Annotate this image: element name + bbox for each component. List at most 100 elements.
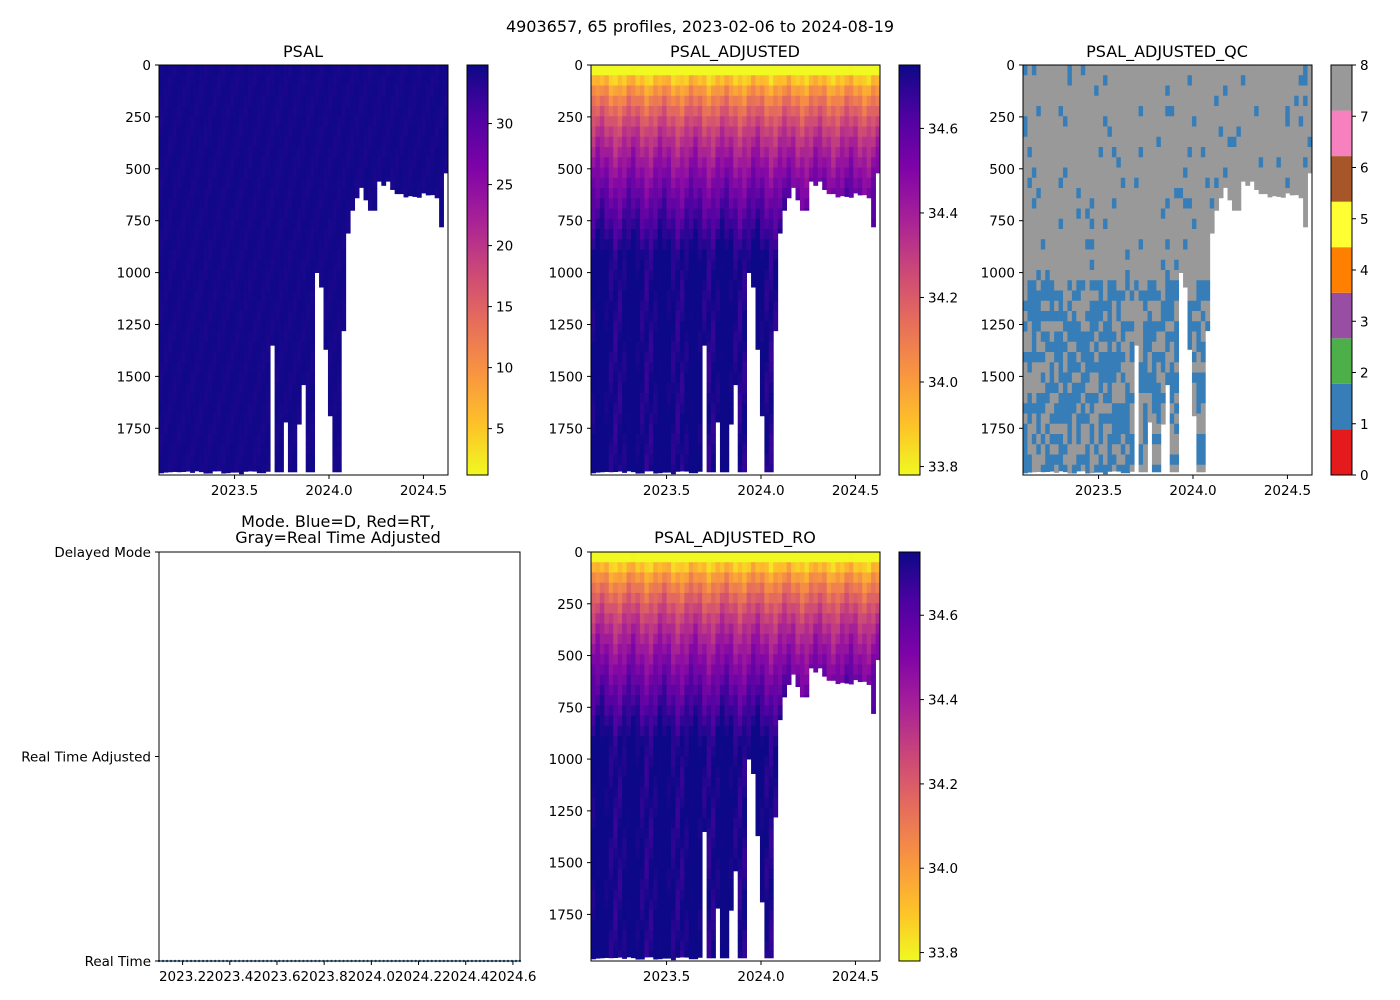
heatmap-cell <box>782 65 788 76</box>
heatmap-cell <box>715 147 721 158</box>
heatmap-cell <box>207 454 213 466</box>
heatmap-cell <box>599 403 605 414</box>
heatmap-cell <box>711 393 716 404</box>
heatmap-cell <box>662 331 667 343</box>
y-tick-label: 750 <box>557 214 583 230</box>
heatmap-cell <box>283 229 289 240</box>
heatmap-cell <box>354 95 360 107</box>
heatmap-cell <box>203 126 209 138</box>
heatmap-cell <box>702 147 707 158</box>
heatmap-cell <box>176 65 182 76</box>
heatmap-cell <box>746 147 752 158</box>
heatmap-cell <box>359 75 364 86</box>
heatmap-cell <box>203 331 209 343</box>
heatmap-cell <box>706 331 712 343</box>
heatmap-cell <box>1067 413 1073 425</box>
heatmap-cell <box>755 229 761 240</box>
heatmap-cell <box>822 188 828 190</box>
heatmap-cell <box>1120 106 1126 117</box>
heatmap-cell <box>862 65 868 76</box>
heatmap-cell <box>599 218 605 230</box>
heatmap-cell <box>1027 208 1033 220</box>
heatmap-cell <box>662 106 667 117</box>
heatmap-cell <box>746 85 752 97</box>
heatmap-cell <box>1054 403 1059 414</box>
heatmap-cell <box>1089 198 1095 209</box>
heatmap-cell <box>671 444 676 455</box>
heatmap-cell <box>1076 423 1082 435</box>
heatmap-cell <box>239 372 244 384</box>
heatmap-cell <box>1129 300 1135 312</box>
heatmap-cell <box>1036 147 1042 158</box>
heatmap-cell <box>1031 167 1037 179</box>
heatmap-cell <box>207 188 213 199</box>
heatmap-cell <box>1103 352 1108 363</box>
heatmap-cell <box>1049 454 1055 466</box>
heatmap-cell <box>367 157 373 168</box>
heatmap-cell <box>261 157 267 168</box>
heatmap-cell <box>212 372 218 384</box>
heatmap-cell <box>631 208 636 220</box>
heatmap-cell <box>243 167 249 179</box>
heatmap-cell <box>159 65 164 76</box>
heatmap-cell <box>1125 208 1131 220</box>
heatmap-cell <box>199 177 204 189</box>
heatmap-cell <box>817 65 823 76</box>
heatmap-cell <box>755 218 761 230</box>
heatmap-cell <box>644 403 650 414</box>
heatmap-cell <box>639 218 645 230</box>
heatmap-cell <box>751 116 756 127</box>
heatmap-cell <box>1089 341 1095 353</box>
heatmap-cell <box>862 106 868 117</box>
heatmap-cell <box>693 177 699 189</box>
heatmap-cell <box>336 106 342 117</box>
heatmap-cell <box>728 362 734 373</box>
heatmap-cell <box>1023 403 1028 414</box>
heatmap-cell <box>341 198 347 209</box>
heatmap-cell <box>327 249 333 261</box>
heatmap-cell <box>644 126 650 138</box>
heatmap-cell <box>711 403 716 414</box>
heatmap-cell <box>1143 259 1148 271</box>
heatmap-cell <box>239 259 244 271</box>
heatmap-cell <box>287 321 293 332</box>
heatmap-cell <box>764 198 770 209</box>
heatmap-cell <box>1049 393 1055 404</box>
heatmap-cell <box>296 341 302 353</box>
heatmap-cell <box>1094 382 1099 394</box>
heatmap-cell <box>314 177 320 189</box>
heatmap-cell <box>751 95 756 107</box>
heatmap-cell <box>871 167 876 179</box>
heatmap-cell <box>648 372 654 384</box>
heatmap-cell <box>332 126 338 138</box>
heatmap-cell <box>1125 167 1131 179</box>
heatmap-cell <box>1103 208 1108 220</box>
heatmap-cell <box>207 362 213 373</box>
heatmap-cell <box>737 423 743 435</box>
heatmap-cell <box>234 341 240 353</box>
heatmap-cell <box>684 434 690 445</box>
heatmap-cell <box>768 290 774 302</box>
heatmap-cell <box>239 393 244 404</box>
heatmap-cell <box>724 177 730 189</box>
heatmap-cell <box>323 218 329 230</box>
heatmap-cell <box>684 393 690 404</box>
heatmap-cell <box>1143 65 1148 76</box>
heatmap-cell <box>684 126 690 138</box>
heatmap-cell <box>234 300 240 312</box>
heatmap-cell <box>751 188 756 199</box>
heatmap-cell <box>591 85 596 97</box>
heatmap-cell <box>1076 311 1082 322</box>
heatmap-cell <box>702 270 707 281</box>
heatmap-cell <box>234 382 240 394</box>
heatmap-cell <box>287 239 293 250</box>
heatmap-cell <box>1098 434 1104 445</box>
heatmap-cell <box>626 331 632 343</box>
heatmap-cell <box>234 444 240 455</box>
heatmap-cell <box>172 382 178 394</box>
heatmap-cell <box>622 65 627 76</box>
heatmap-cell <box>688 413 694 425</box>
heatmap-cell <box>599 95 605 107</box>
heatmap-cell <box>1129 218 1135 230</box>
heatmap-cell <box>688 198 694 209</box>
